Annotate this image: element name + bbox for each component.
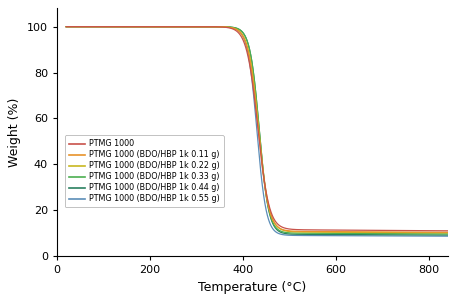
X-axis label: Temperature (°C): Temperature (°C) [198,281,306,294]
Y-axis label: Weight (%): Weight (%) [8,98,21,167]
Legend: PTMG 1000, PTMG 1000 (BDO/HBP 1k 0.11 g), PTMG 1000 (BDO/HBP 1k 0.22 g), PTMG 10: PTMG 1000, PTMG 1000 (BDO/HBP 1k 0.11 g)… [65,135,223,207]
